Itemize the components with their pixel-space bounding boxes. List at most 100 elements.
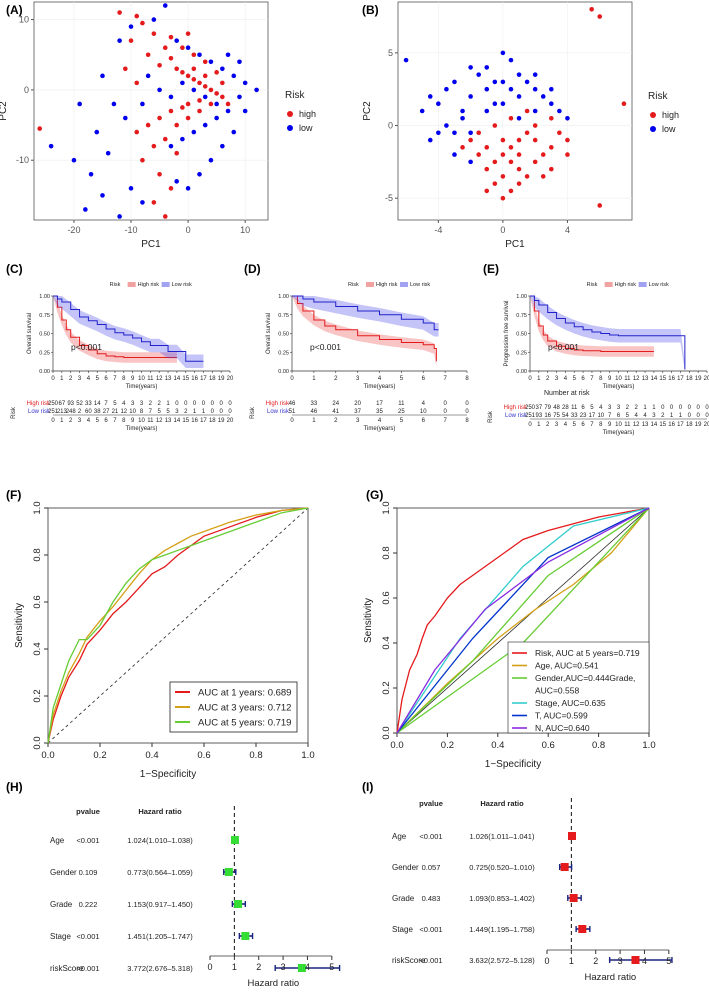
risk-x-tick-label: 3 — [78, 418, 82, 424]
x-axis-label: PC1 — [505, 239, 525, 250]
risk-count: 5 — [166, 409, 170, 415]
data-point — [589, 6, 594, 12]
risk-count: 0 — [465, 401, 469, 407]
risk-x-tick-label: 14 — [651, 422, 658, 428]
risk-count: 17 — [376, 401, 383, 407]
y-tick-label: 0.0 — [381, 726, 392, 739]
data-point — [549, 115, 554, 121]
y-tick-label: 0.0 — [32, 736, 43, 749]
data-point — [540, 152, 546, 157]
data-point — [516, 166, 522, 172]
risk-x-tick-label: 1 — [312, 418, 316, 424]
x-tick-label: 7 — [590, 376, 594, 382]
data-point — [549, 145, 554, 150]
roc-curve — [396, 507, 650, 734]
p-value: p<0.001 — [548, 342, 579, 352]
roc-plot: 0.0 0.2 0.4 0.6 0.8 1.0 0.0 0.2 0.4 0.6 0.8 1.0 1−Sp… — [14, 501, 315, 780]
risk-x-tick-label: 7 — [443, 418, 447, 424]
data-point — [492, 181, 498, 186]
risk-count: 1 — [643, 405, 647, 411]
data-point — [202, 94, 208, 100]
row-hazard-ratio: 1.449(1.195–1.758) — [469, 925, 535, 934]
data-point — [174, 38, 179, 43]
legend-label: low — [662, 124, 676, 134]
risk-count: 46 — [289, 401, 296, 407]
data-point — [436, 101, 441, 107]
data-point — [468, 130, 473, 136]
risk-row-name: High risk — [266, 401, 290, 407]
data-point — [168, 143, 174, 149]
y-tick-label: 0.50 — [516, 332, 527, 338]
data-point — [185, 73, 191, 79]
row-hazard-ratio: 3.772(2.676–5.318) — [127, 964, 193, 973]
x-tick-label: 6 — [422, 376, 426, 382]
x-axis-label: Hazard ratio — [584, 972, 636, 983]
data-point — [134, 13, 140, 19]
risk-x-tick-label: 0 — [51, 418, 55, 424]
risk-count: 0 — [696, 413, 700, 419]
x-tick-label: 0.2 — [93, 750, 106, 761]
x-tick-label: 14 — [174, 376, 181, 382]
data-point — [145, 122, 151, 128]
risk-count: 0 — [211, 409, 215, 415]
risk-count: 33 — [85, 401, 92, 407]
row-label: Age — [50, 836, 65, 845]
row-label: Gender — [392, 863, 419, 872]
y-axis-label: PC2 — [0, 101, 9, 121]
x-tick-label: 0 — [51, 376, 55, 382]
y-tick-label: 0.6 — [381, 591, 392, 604]
risk-count: 60 — [85, 409, 92, 415]
data-point — [208, 101, 214, 107]
risk-x-tick-label: 7 — [590, 422, 594, 428]
x-tick-label: -10 — [125, 225, 138, 235]
x-tick-label: 1 — [569, 956, 574, 966]
risk-x-tick-label: 15 — [659, 422, 666, 428]
y-tick-label: 0.8 — [32, 548, 43, 561]
risk-count: 0 — [688, 405, 692, 411]
x-tick-label: 15 — [659, 376, 666, 382]
risk-count: 5 — [158, 409, 162, 415]
data-point — [524, 174, 530, 179]
x-tick-label: 3 — [555, 376, 559, 382]
x-tick-label: 4 — [565, 225, 570, 235]
roc-curve — [396, 507, 650, 734]
risk-x-tick-label: 2 — [334, 418, 338, 424]
risk-x-tick-label: 13 — [165, 418, 172, 424]
legend-label: Gender,AUC=0.444Grade, — [535, 673, 635, 683]
legend-title: Risk — [348, 282, 359, 288]
risk-x-tick-label: 19 — [695, 422, 702, 428]
data-point — [151, 143, 157, 149]
risk-row-name: Low risk — [267, 409, 290, 415]
y-tick-label: 0.75 — [516, 313, 527, 319]
y-tick-label: 1.0 — [32, 501, 43, 514]
risk-count: 28 — [562, 405, 569, 411]
risk-x-tick-label: 4 — [378, 418, 382, 424]
data-point — [185, 101, 191, 107]
data-point — [83, 207, 88, 212]
row-hazard-ratio: 0.725(0.520–1.010) — [469, 863, 535, 872]
risk-count: 0 — [705, 413, 709, 419]
risk-count: 33 — [571, 413, 578, 419]
data-point — [117, 10, 122, 15]
risk-count: 1 — [670, 413, 674, 419]
risk-count: 0 — [465, 409, 469, 415]
row-hazard-ratio: 1.024(1.010–1.038) — [127, 836, 193, 845]
data-point — [88, 171, 94, 177]
row-pvalue: <0.001 — [76, 932, 99, 941]
data-point — [202, 84, 208, 89]
risk-count: 0 — [696, 405, 700, 411]
data-point — [500, 101, 506, 107]
risk-x-tick-label: 8 — [599, 422, 603, 428]
risk-count: 1 — [193, 409, 197, 415]
risk-x-tick-label: 14 — [174, 418, 181, 424]
y-tick-label: -5 — [385, 193, 393, 203]
data-point — [111, 101, 117, 107]
risk-count: 4 — [643, 413, 647, 419]
data-point — [508, 188, 514, 194]
row-pvalue: 0.109 — [79, 868, 98, 877]
x-tick-label: 6 — [104, 376, 108, 382]
x-tick-label: 1.0 — [642, 740, 655, 751]
x-axis-label: 1−Specificity — [485, 759, 541, 770]
data-point — [117, 214, 122, 219]
legend-label: high — [662, 110, 679, 120]
